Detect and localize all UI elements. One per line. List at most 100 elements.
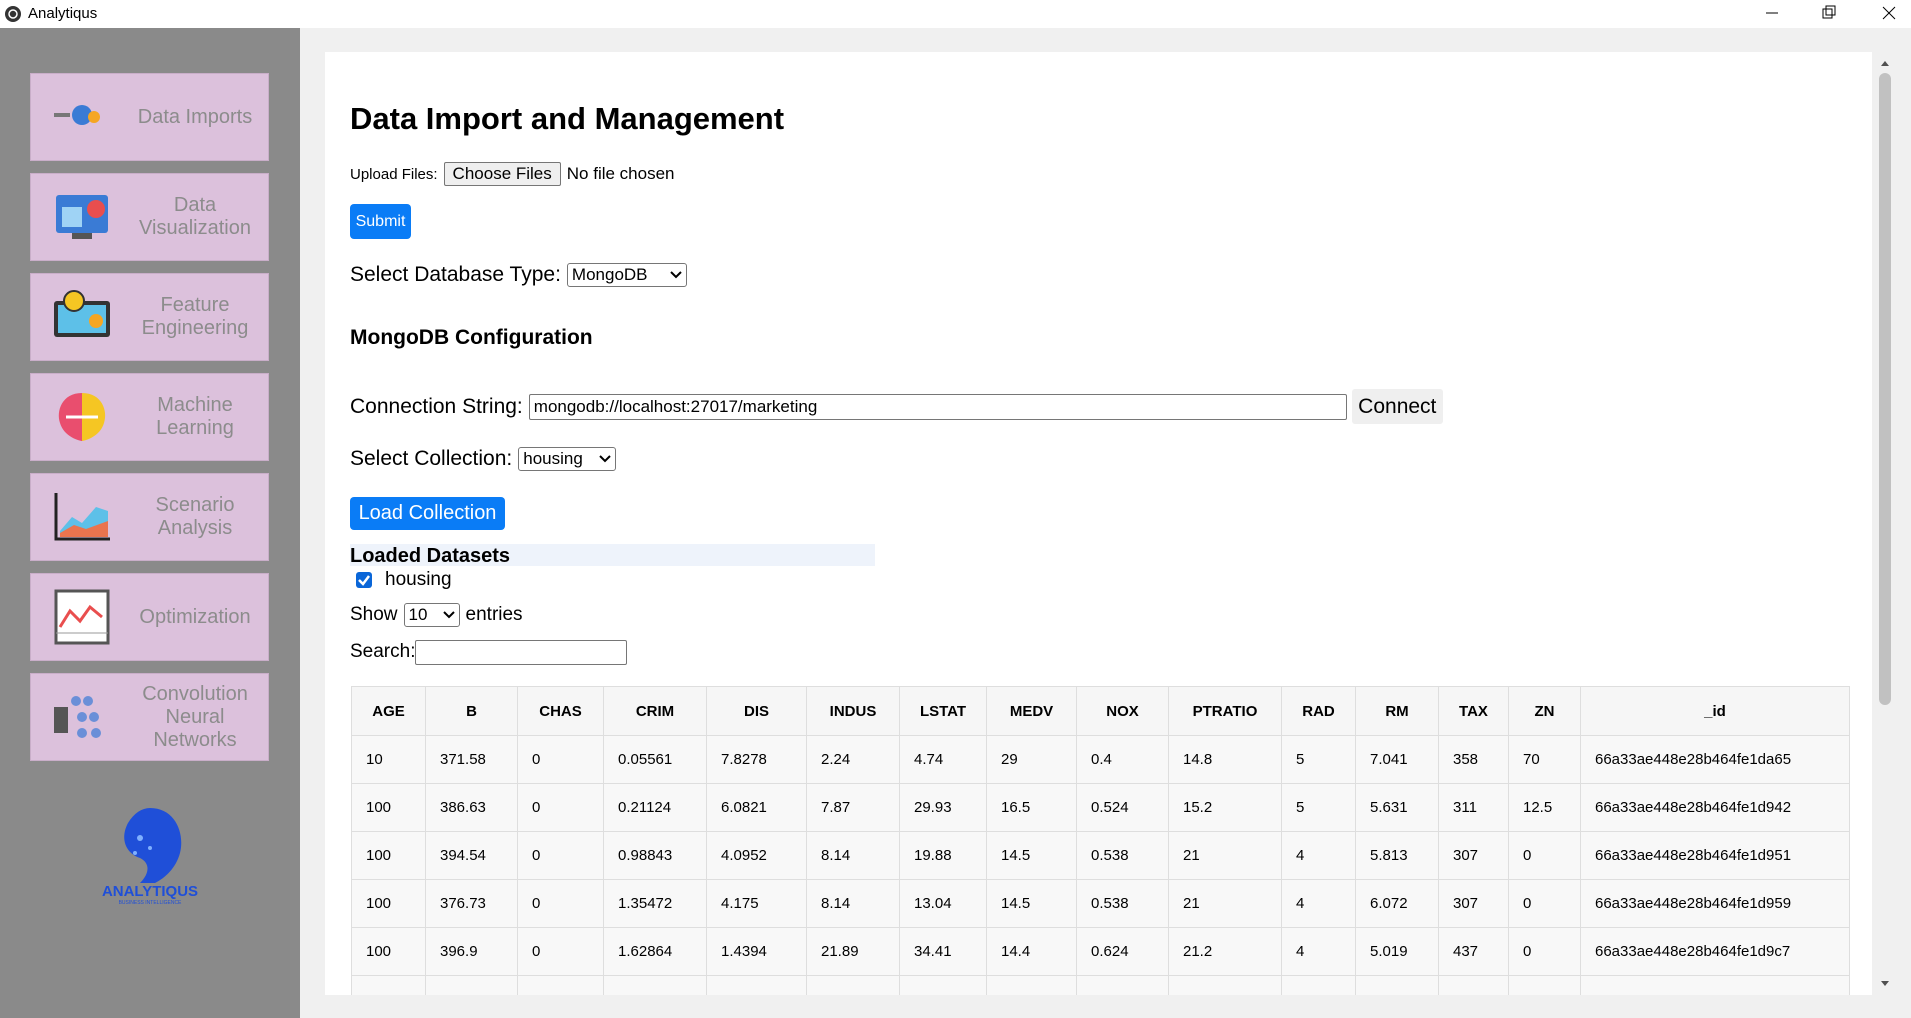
nav-button[interactable]: Optimization (30, 573, 269, 661)
table-cell-empty (1076, 975, 1169, 995)
table-cell: 4 (1281, 831, 1356, 880)
show-row: Show 10 entries (350, 602, 523, 628)
table-cell: 0 (517, 879, 604, 928)
column-header: TAX (1438, 686, 1509, 736)
window-controls[interactable] (1760, 0, 1911, 28)
logo-graphic (124, 808, 182, 883)
checkbox[interactable] (356, 572, 372, 588)
table-cell: 66a33ae448e28b464fe1d959 (1580, 879, 1850, 928)
table-row: 100 386.63 0 0.21124 6.0821 7.87 29.93 16.5 0.52… (351, 783, 1850, 832)
table-cell: 437 (1438, 927, 1509, 976)
column-header: CRIM (603, 686, 707, 736)
nav-button[interactable]: Feature Engineering (30, 273, 269, 361)
table-cell: 386.63 (425, 783, 518, 832)
table-row: 10 371.58 0 0.05561 7.8278 2.24 4.74 29 0.4 14.8 5… (351, 735, 1850, 784)
collection-row: Select Collection: housing (350, 446, 617, 472)
show-after: entries (465, 604, 523, 625)
table-cell: 34.41 (899, 927, 987, 976)
nav-label: Data Imports (137, 105, 253, 128)
column-header: ZN (1508, 686, 1581, 736)
table-row: 100 396.9 0 1.62864 1.4394 21.89 34.41 14.4 0.62… (351, 927, 1850, 976)
table-cell: 12.5 (1508, 783, 1581, 832)
table-cell: 19.88 (899, 831, 987, 880)
nav-button[interactable]: Machine Learning (30, 373, 269, 461)
table-cell: 14.5 (986, 831, 1077, 880)
nav-icon (58, 393, 106, 441)
nav-icon (54, 696, 101, 738)
table-cell: 8.14 (806, 879, 900, 928)
table-cell-empty (351, 975, 426, 995)
connect-button[interactable]: Connect (1351, 389, 1443, 424)
logo-name: ANALYTIQUS (101, 883, 199, 900)
table-cell: 70 (1508, 735, 1581, 784)
show-before: Show (350, 604, 398, 625)
chevron (442, 611, 455, 619)
table-cell-empty (425, 975, 518, 995)
loaded-title: Loaded Datasets (350, 544, 511, 567)
table-cell: 307 (1438, 831, 1509, 880)
table-cell: 0.524 (1076, 783, 1169, 832)
chevron (599, 455, 611, 463)
column-header: CHAS (517, 686, 604, 736)
table-row: 100 394.54 0 0.98843 4.0952 8.14 19.88 14.5 0.53… (351, 831, 1850, 880)
choose-files-button[interactable]: Choose Files (443, 162, 561, 186)
scrollbar[interactable] (1875, 52, 1895, 995)
nav-label: Data Visualization (139, 194, 251, 239)
table-cell: 16.5 (986, 783, 1077, 832)
search-row: Search: (350, 639, 628, 665)
table-cell: 14.5 (986, 879, 1077, 928)
table-cell: 0 (517, 735, 604, 784)
nav-button[interactable]: Data Imports (30, 73, 269, 161)
nav-icon (54, 589, 110, 645)
table-row-partial (351, 975, 1850, 995)
table-cell-empty (1508, 975, 1581, 995)
show-value: 10 (408, 605, 428, 624)
column-header: NOX (1076, 686, 1169, 736)
submit-button[interactable]: Submit (350, 204, 411, 239)
collection-select[interactable]: housing (518, 447, 617, 471)
table-cell: 5.019 (1355, 927, 1439, 976)
nav-button[interactable]: Convolution Neural Networks (30, 673, 269, 761)
search-input[interactable] (415, 639, 628, 665)
search-label: Search: (350, 641, 416, 662)
table-cell: 1.35472 (603, 879, 707, 928)
table-cell: 5 (1281, 783, 1356, 832)
header-row: AGE B CHAS CRIM DIS INDUS LSTAT MEDV NOX PTRATIO R… (351, 686, 1850, 736)
load-collection-button[interactable]: Load Collection (350, 497, 505, 530)
table-cell: 0.538 (1076, 879, 1169, 928)
sidebar: ANALYTIQUS BUSINESS INTELLIGENCE Data Im… (0, 28, 300, 1018)
table-cell: 376.73 (425, 879, 518, 928)
column-header: AGE (351, 686, 426, 736)
nav-button[interactable]: Scenario Analysis (30, 473, 269, 561)
db-type-select[interactable]: MongoDB (566, 263, 687, 287)
table-cell-empty (1438, 975, 1509, 995)
table-cell: 394.54 (425, 831, 518, 880)
table-cell: 1.62864 (603, 927, 707, 976)
table-cell: 14.4 (986, 927, 1077, 976)
column-header: INDUS (806, 686, 900, 736)
connection-input[interactable]: mongodb://localhost:27017/marketing (528, 393, 1347, 420)
table-cell: 4.175 (706, 879, 807, 928)
nav-icon (56, 195, 108, 239)
table-cell: 7.87 (806, 783, 900, 832)
table-cell: 13.04 (899, 879, 987, 928)
nav-button[interactable]: Data Visualization (30, 173, 269, 261)
table-cell: 66a33ae448e28b464fe1d9c7 (1580, 927, 1850, 976)
data-table: AGE B CHAS CRIM DIS INDUS LSTAT MEDV NOX PTRATIO R… (351, 686, 1850, 995)
nav-label: Optimization (139, 605, 251, 628)
table-cell: 21.2 (1168, 927, 1282, 976)
chevron (670, 271, 682, 279)
table-cell: 100 (351, 879, 426, 928)
db-type-label: Select Database Type: (350, 263, 561, 286)
table-cell: 29 (986, 735, 1077, 784)
column-header: LSTAT (899, 686, 987, 736)
table-cell-empty (603, 975, 707, 995)
table-cell: 4.74 (899, 735, 987, 784)
table-cell: 0 (517, 831, 604, 880)
show-select[interactable]: 10 (403, 603, 460, 627)
window-title: Analytiqus (28, 5, 98, 22)
table-cell: 0.538 (1076, 831, 1169, 880)
table-cell: 0 (517, 783, 604, 832)
table-cell: 0.4 (1076, 735, 1169, 784)
nav-label: Convolution Neural Networks (142, 682, 248, 751)
